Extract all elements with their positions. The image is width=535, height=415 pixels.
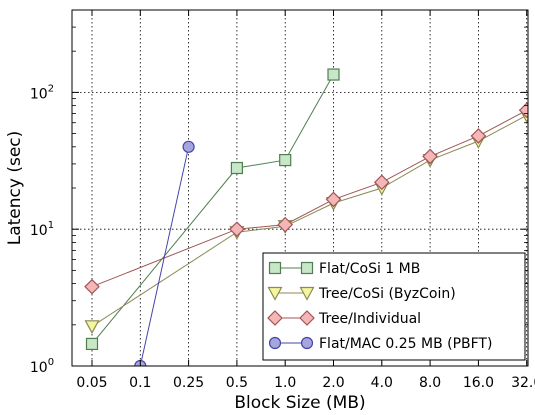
y-tick-label-base: 10 bbox=[30, 223, 48, 239]
x-tick-label: 0.05 bbox=[76, 375, 107, 391]
data-point bbox=[229, 221, 245, 238]
data-point bbox=[470, 128, 487, 144]
data-point bbox=[327, 68, 340, 81]
y-tick-label: 100 bbox=[30, 357, 54, 376]
x-tick-label: 16.0 bbox=[463, 375, 494, 391]
data-point bbox=[85, 337, 99, 351]
series-3 bbox=[134, 140, 195, 366]
legend: Flat/CoSi 1 MB Tree/CoSi (ByzCoin) Tree/In… bbox=[262, 252, 526, 361]
data-point bbox=[84, 278, 100, 295]
x-tick-label: 8.0 bbox=[419, 375, 441, 391]
data-point bbox=[230, 161, 243, 175]
data-point bbox=[325, 191, 342, 208]
y-tick-label-exponent: 1 bbox=[48, 220, 54, 231]
y-tick-label: 102 bbox=[30, 83, 54, 102]
legend-marker bbox=[300, 336, 314, 350]
data-point bbox=[422, 148, 438, 165]
legend-label: Flat/CoSi 1 MB bbox=[319, 261, 420, 277]
legend-marker bbox=[300, 261, 314, 275]
legend-marker bbox=[267, 286, 283, 301]
x-tick-label: 0.1 bbox=[129, 375, 151, 391]
legend-marker bbox=[267, 310, 283, 326]
data-point bbox=[373, 174, 390, 191]
data-point bbox=[182, 140, 195, 153]
y-tick-label-base: 10 bbox=[30, 360, 48, 376]
y-tick-label: 101 bbox=[30, 220, 54, 239]
x-axis-title: Block Size (MB) bbox=[234, 393, 365, 413]
legend-label: Tree/Individual bbox=[318, 311, 421, 327]
series-layer bbox=[84, 68, 528, 366]
legend-marker bbox=[299, 286, 315, 301]
legend-marker bbox=[268, 261, 282, 275]
y-tick-label-base: 10 bbox=[30, 86, 48, 102]
data-point bbox=[279, 153, 292, 167]
x-tick-label: 4.0 bbox=[371, 375, 393, 391]
series-line bbox=[139, 146, 190, 366]
x-tick-label: 1.0 bbox=[274, 375, 296, 391]
data-point bbox=[277, 216, 294, 233]
x-tick-label: 2.0 bbox=[322, 375, 344, 391]
axis-ticks: 0.050.10.250.51.02.04.08.016.032.0100101… bbox=[30, 10, 535, 391]
y-axis-title: Latency (sec) bbox=[5, 131, 25, 246]
legend-marker bbox=[299, 310, 315, 326]
legend-marker bbox=[268, 336, 282, 350]
x-tick-label: 0.25 bbox=[173, 375, 204, 391]
y-tick-label-exponent: 0 bbox=[48, 357, 54, 368]
legend-label: Flat/MAC 0.25 MB (PBFT) bbox=[319, 336, 492, 352]
y-tick-label-exponent: 2 bbox=[48, 83, 54, 94]
series-line bbox=[91, 114, 527, 327]
x-tick-label: 32.0 bbox=[511, 375, 535, 391]
data-point bbox=[84, 320, 100, 335]
legend-label: Tree/CoSi (ByzCoin) bbox=[318, 286, 456, 302]
x-tick-label: 0.5 bbox=[226, 375, 248, 391]
series-line bbox=[91, 109, 527, 288]
